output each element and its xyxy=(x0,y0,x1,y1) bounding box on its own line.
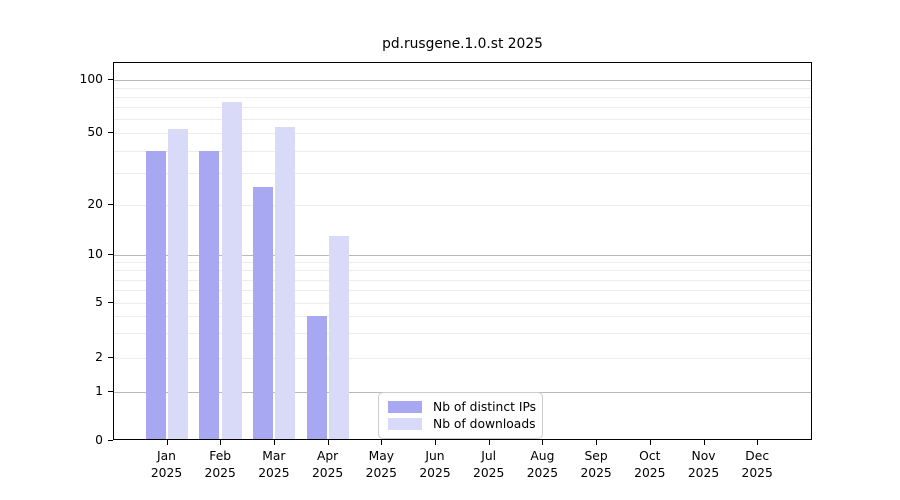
x-tick-label-mar: Mar 2025 xyxy=(258,449,290,480)
x-tick-mark xyxy=(757,440,759,445)
gridline-minor xyxy=(114,279,811,281)
legend-swatch-downloads xyxy=(388,418,422,431)
x-tick-mark xyxy=(542,440,544,445)
bar-downloads-feb xyxy=(221,101,242,439)
x-tick-mark xyxy=(273,440,275,445)
y-tick-mark xyxy=(108,204,113,205)
x-tick-label-jun: Jun 2025 xyxy=(419,449,451,480)
x-tick-mark xyxy=(166,440,168,445)
bar-distinct-ips-mar xyxy=(252,187,273,439)
bar-distinct-ips-feb xyxy=(199,150,220,439)
legend-swatch-distinct-ips xyxy=(388,400,422,413)
y-tick-label: 2 xyxy=(95,349,103,364)
x-tick-label-dec: Dec 2025 xyxy=(741,449,773,480)
x-tick-mark xyxy=(435,440,436,445)
bar-distinct-ips-jan xyxy=(145,150,166,439)
gridline-minor xyxy=(114,290,811,292)
x-tick-mark xyxy=(488,440,490,445)
gridline-minor xyxy=(114,262,811,264)
y-tick-mark xyxy=(108,356,113,358)
gridline-minor xyxy=(114,333,811,335)
y-tick-label: 20 xyxy=(87,197,103,211)
x-tick-mark xyxy=(220,440,222,445)
x-tick-mark xyxy=(381,440,383,445)
x-tick-label-apr: Apr 2025 xyxy=(311,449,344,480)
gridline-minor xyxy=(114,316,811,318)
gridline-major xyxy=(114,255,811,256)
bar-downloads-jan xyxy=(168,128,188,439)
y-tick-label: 5 xyxy=(95,295,103,309)
x-tick-label-oct: Oct 2025 xyxy=(634,449,666,480)
y-tick-label: 50 xyxy=(87,125,103,139)
legend-row: Nb of downloads xyxy=(388,416,536,433)
x-tick-label-nov: Nov 2025 xyxy=(687,449,720,480)
legend-row: Nb of distinct IPs xyxy=(388,398,537,415)
bar-downloads-apr xyxy=(329,236,350,439)
y-tick-label: 100 xyxy=(79,72,103,86)
legend-label: Nb of distinct IPs xyxy=(433,399,537,414)
y-tick-mark xyxy=(108,132,113,133)
x-tick-label-may: May 2025 xyxy=(365,449,397,480)
x-tick-mark xyxy=(596,440,598,445)
x-tick-mark xyxy=(649,440,651,445)
y-tick-mark xyxy=(108,79,113,80)
gridline-minor xyxy=(114,119,811,121)
x-tick-label-jan: Jan 2025 xyxy=(150,449,183,480)
x-tick-label-jul: Jul 2025 xyxy=(473,449,505,480)
legend: Nb of distinct IPs Nb of downloads xyxy=(378,392,543,439)
y-tick-mark xyxy=(108,254,113,255)
gridline-minor xyxy=(114,107,811,109)
gridline-minor xyxy=(114,133,811,134)
gridline-minor xyxy=(114,97,811,99)
gridline-minor xyxy=(114,357,811,359)
y-tick-label: 10 xyxy=(87,247,103,261)
gridline-minor xyxy=(114,173,811,175)
gridline-minor xyxy=(114,205,811,206)
x-tick-label-sep: Sep 2025 xyxy=(580,449,612,480)
gridline-minor xyxy=(114,150,811,152)
bar-downloads-mar xyxy=(275,127,296,439)
gridline-major xyxy=(114,80,811,81)
x-tick-label-feb: Feb 2025 xyxy=(204,449,236,480)
y-tick-label: 0 xyxy=(95,433,103,447)
gridline-minor xyxy=(114,303,811,304)
y-tick-mark xyxy=(108,391,113,392)
y-tick-mark xyxy=(108,302,113,303)
x-tick-mark xyxy=(327,440,329,445)
bar-distinct-ips-apr xyxy=(306,316,327,439)
gridline-minor xyxy=(114,270,811,272)
legend-label: Nb of downloads xyxy=(433,417,536,432)
gridline-minor xyxy=(114,88,811,90)
plot-area: Nb of distinct IPs Nb of downloads xyxy=(113,62,812,440)
chart-title: pd.rusgene.1.0.st 2025 xyxy=(382,36,543,52)
x-tick-mark xyxy=(703,440,705,445)
y-tick-mark xyxy=(108,440,113,441)
y-tick-label: 1 xyxy=(95,384,103,398)
x-tick-label-aug: Aug 2025 xyxy=(526,449,559,480)
